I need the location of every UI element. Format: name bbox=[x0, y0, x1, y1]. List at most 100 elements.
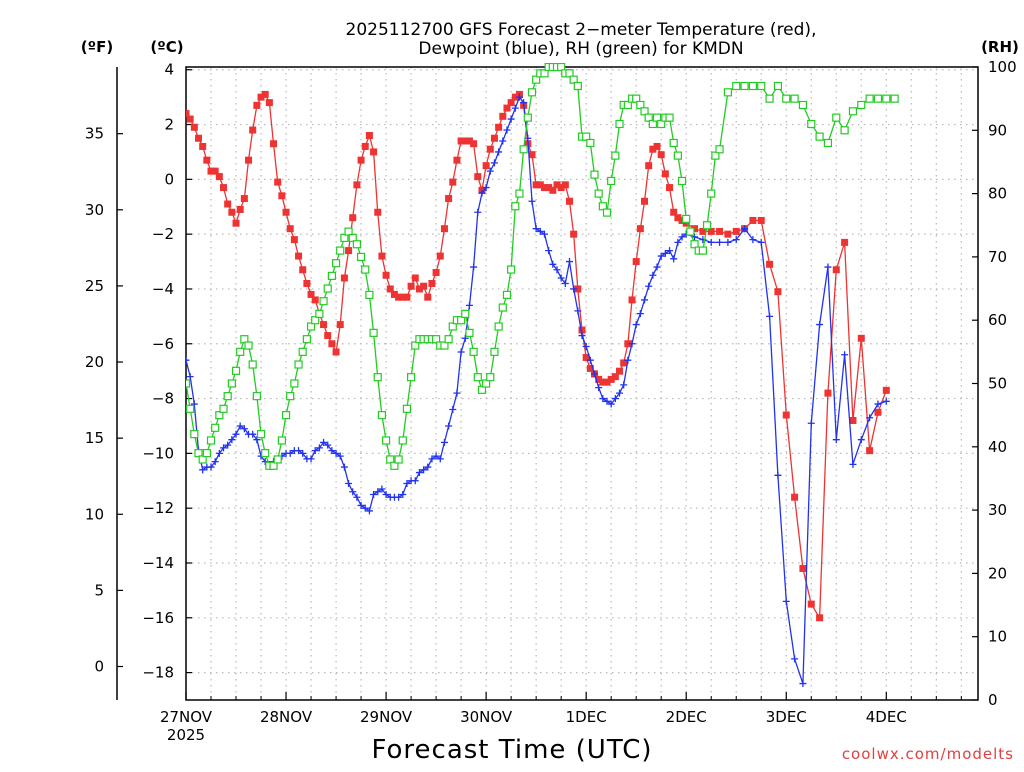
fahrenheit-tick-label: 10 bbox=[85, 505, 104, 523]
axis-ticks: 27NOV 28NOV 29NOV 30NOV 1DEC 2DEC 3DEC 4DEC420−… bbox=[85, 58, 1017, 726]
temperature-point bbox=[349, 214, 357, 222]
rh-point bbox=[211, 423, 220, 432]
dewpoint-point bbox=[236, 422, 244, 430]
rh-point bbox=[573, 81, 582, 91]
temperature-point bbox=[532, 181, 540, 189]
temperature-point bbox=[882, 386, 890, 394]
rh-point bbox=[252, 392, 261, 401]
dewpoint-point bbox=[816, 321, 824, 329]
temperature-point bbox=[841, 238, 849, 246]
celsius-tick-label: 0 bbox=[164, 170, 174, 188]
x-axis-title: Forecast Time (UTC) bbox=[371, 735, 652, 765]
rh-point bbox=[523, 113, 532, 122]
rh-point bbox=[615, 119, 624, 129]
fahrenheit-tick-label: 5 bbox=[94, 581, 104, 599]
temperature-point bbox=[691, 225, 699, 233]
dewpoint-point bbox=[574, 307, 582, 315]
credit-link[interactable]: coolwx.com/modelts bbox=[842, 745, 1014, 763]
dewpoint-point bbox=[824, 263, 832, 271]
dewpoint-point bbox=[657, 252, 665, 260]
temperature-point bbox=[453, 156, 461, 164]
dewpoint-point bbox=[620, 381, 628, 389]
rh-point bbox=[657, 119, 666, 129]
rh-point bbox=[315, 309, 324, 318]
temperature-point bbox=[816, 614, 824, 622]
dewpoint-point bbox=[370, 490, 378, 498]
dewpoint-point bbox=[591, 370, 599, 378]
dewpoint-point bbox=[716, 238, 724, 246]
temperature-point bbox=[445, 195, 453, 203]
rh-point bbox=[190, 430, 199, 439]
temperature-point bbox=[611, 373, 619, 381]
dewpoint-point bbox=[507, 115, 515, 123]
dewpoint-point bbox=[207, 463, 215, 471]
rh-point bbox=[406, 373, 416, 382]
temperature-point bbox=[574, 285, 582, 293]
rh-point bbox=[644, 113, 653, 122]
rh-point bbox=[411, 341, 420, 350]
rh-point bbox=[673, 151, 682, 160]
temperature-point bbox=[345, 247, 353, 255]
series-layer bbox=[186, 63, 899, 688]
dewpoint-point bbox=[578, 332, 586, 340]
dewpoint-point bbox=[353, 493, 361, 501]
rh-point bbox=[490, 347, 499, 356]
dewpoint-point bbox=[311, 447, 319, 455]
rh-point bbox=[261, 449, 270, 458]
rh-point bbox=[882, 94, 891, 103]
temperature-point bbox=[249, 126, 257, 134]
dewpoint-point bbox=[670, 255, 678, 263]
rh-point bbox=[511, 202, 520, 211]
temperature-point bbox=[749, 216, 757, 224]
dewpoint-point bbox=[724, 238, 732, 246]
rh-tick-label: 0 bbox=[988, 691, 998, 709]
rh-point bbox=[723, 88, 732, 97]
dewpoint-point bbox=[445, 422, 453, 430]
celsius-tick-label: 4 bbox=[164, 61, 174, 79]
dewpoint-point bbox=[791, 655, 799, 663]
temperature-point bbox=[661, 170, 669, 178]
dewpoint-point bbox=[240, 425, 248, 433]
rh-point bbox=[648, 119, 657, 129]
dewpoint-point bbox=[449, 406, 457, 414]
chart-title-line-2: Dewpoint (blue), RH (green) for KMDN bbox=[418, 39, 743, 59]
dewpoint-point bbox=[661, 249, 669, 257]
x-tick-label: 27NOV bbox=[160, 708, 213, 726]
rh-point bbox=[823, 138, 833, 148]
temperature-point bbox=[353, 181, 361, 189]
temperature-point bbox=[599, 378, 607, 386]
x-tick-label: 3DEC bbox=[766, 708, 807, 726]
rh-point bbox=[298, 347, 307, 356]
dewpoint-point bbox=[520, 99, 528, 107]
rh-point bbox=[198, 455, 207, 464]
celsius-tick-label: −6 bbox=[152, 335, 174, 353]
rh-point bbox=[652, 113, 662, 122]
dewpoint-point bbox=[732, 236, 740, 244]
dewpoint-point bbox=[232, 430, 240, 438]
temperature-point bbox=[857, 334, 865, 342]
temperature-point bbox=[536, 181, 544, 189]
rh-point bbox=[377, 411, 387, 420]
temperature-point bbox=[495, 123, 503, 131]
dewpoint-point bbox=[440, 438, 448, 446]
temperature-point bbox=[511, 93, 519, 101]
rh-unit-label: (RH) bbox=[981, 38, 1019, 56]
dewpoint-point bbox=[199, 466, 207, 474]
dewpoint-point bbox=[399, 490, 407, 498]
rh-point bbox=[702, 221, 712, 230]
dewpoint-point bbox=[299, 449, 307, 457]
temperature-point bbox=[203, 156, 211, 164]
rh-point bbox=[636, 100, 645, 110]
celsius-tick-label: −2 bbox=[152, 225, 174, 243]
dewpoint-point bbox=[336, 452, 344, 460]
dewpoint-point bbox=[482, 184, 490, 192]
temperature-point bbox=[186, 115, 194, 123]
temperature-point bbox=[374, 208, 382, 216]
temperature-point bbox=[236, 205, 244, 213]
temperature-point bbox=[616, 367, 624, 375]
temperature-point bbox=[190, 123, 198, 131]
temperature-point bbox=[545, 184, 553, 192]
rh-point bbox=[486, 373, 495, 382]
fahrenheit-tick-label: 0 bbox=[94, 658, 104, 676]
fahrenheit-tick-label: 25 bbox=[85, 277, 104, 295]
